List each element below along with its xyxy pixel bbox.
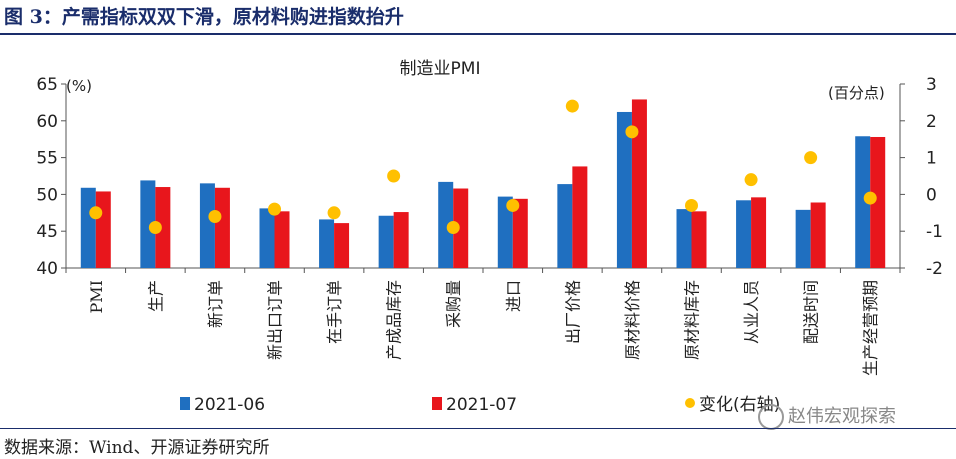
- left-tick-label: 55: [36, 149, 58, 169]
- left-axis-unit: (%): [66, 77, 92, 95]
- x-label-新出口订单: 新出口订单: [266, 280, 285, 360]
- bar-2021-07-出厂价格: [572, 166, 588, 268]
- right-tick-label: 3: [926, 75, 937, 95]
- pmi-chart: 制造业PMI (%) (百分点) 40 45 50 55 60 65 -2 -1 0 1 2 3 PM…: [36, 59, 943, 415]
- bar-2021-07-采购量: [453, 188, 469, 268]
- bar-2021-06-原材料价格: [616, 111, 632, 268]
- x-label-原材料库存: 原材料库存: [683, 280, 702, 360]
- bar-2021-07-PMI: [95, 191, 111, 268]
- bar-2021-07-在手订单: [334, 223, 350, 268]
- x-label-PMI: PMI: [87, 280, 106, 313]
- right-tick-label: -2: [926, 259, 943, 279]
- right-axis-unit: (百分点): [828, 84, 885, 102]
- x-label-出厂价格: 出厂价格: [563, 280, 582, 344]
- change-dot-生产: [148, 221, 162, 235]
- change-dot-出厂价格: [565, 99, 579, 113]
- change-dot-新订单: [208, 209, 222, 223]
- left-tick-label: 65: [36, 75, 58, 95]
- bar-2021-07-从业人员: [751, 197, 767, 268]
- bar-2021-06-在手订单: [319, 219, 335, 268]
- change-dot-在手订单: [327, 206, 341, 220]
- title-divider: [0, 33, 956, 35]
- figure-title: 图 3：产需指标双双下滑，原材料购进指数抬升: [4, 6, 404, 28]
- change-dot-产成品库存: [387, 169, 401, 183]
- change-dot-PMI: [89, 206, 103, 220]
- watermark: 赵伟宏观探索: [758, 402, 896, 430]
- x-label-原材料价格: 原材料价格: [623, 280, 642, 360]
- x-label-从业人员: 从业人员: [742, 280, 761, 344]
- bar-2021-06-生产经营预期: [855, 136, 871, 268]
- left-tick-label: 45: [36, 222, 58, 242]
- change-dot-新出口订单: [268, 202, 281, 216]
- right-tick-label: 2: [926, 112, 937, 132]
- bar-2021-06-PMI: [80, 187, 96, 268]
- change-dot-原材料库存: [685, 198, 698, 212]
- bar-2021-07-配送时间: [810, 202, 826, 268]
- change-dot-进口: [506, 198, 520, 212]
- legend-swatch-2021-07: [432, 397, 442, 410]
- bar-2021-06-出厂价格: [557, 184, 573, 268]
- x-label-生产: 生产: [146, 280, 165, 312]
- bar-2021-06-进口: [497, 196, 513, 268]
- left-tick-label: 50: [36, 185, 58, 205]
- bar-2021-06-新订单: [199, 183, 215, 268]
- x-label-配送时间: 配送时间: [802, 280, 821, 344]
- bar-2021-07-新出口订单: [274, 211, 290, 268]
- x-label-新订单: 新订单: [206, 280, 225, 328]
- bar-2021-06-生产: [140, 180, 156, 268]
- bar-2021-07-产成品库存: [393, 212, 409, 268]
- change-dot-配送时间: [804, 151, 818, 165]
- change-dot-生产经营预期: [863, 191, 877, 205]
- left-tick-label: 60: [36, 112, 58, 132]
- x-label-产成品库存: 产成品库存: [385, 280, 404, 360]
- bar-2021-06-原材料库存: [676, 209, 692, 268]
- left-tick-label: 40: [36, 259, 58, 279]
- bar-2021-07-生产: [155, 187, 171, 268]
- watermark-text: 赵伟宏观探索: [788, 406, 896, 427]
- source-note: 数据来源：Wind、开源证券研究所: [4, 438, 270, 458]
- bar-2021-07-进口: [512, 198, 528, 268]
- bar-2021-06-产成品库存: [378, 215, 394, 268]
- x-label-生产经营预期: 生产经营预期: [861, 280, 880, 376]
- legend-label-2021-07: 2021-07: [446, 395, 517, 415]
- x-label-在手订单: 在手订单: [325, 280, 344, 344]
- bar-2021-07-新订单: [214, 187, 230, 268]
- legend-label-2021-06: 2021-06: [194, 395, 265, 415]
- right-tick-label: -1: [926, 222, 943, 242]
- change-dot-从业人员: [744, 173, 758, 187]
- bar-2021-07-原材料库存: [691, 211, 707, 268]
- wechat-logo-icon: [758, 404, 784, 430]
- legend-swatch-2021-06: [180, 397, 190, 410]
- right-tick-label: 1: [926, 149, 937, 169]
- bar-2021-06-从业人员: [736, 200, 752, 268]
- bar-2021-06-配送时间: [795, 209, 811, 268]
- x-label-采购量: 采购量: [444, 280, 463, 328]
- bar-2021-06-新出口订单: [259, 208, 275, 268]
- change-dot-原材料价格: [625, 125, 639, 139]
- chart-title: 制造业PMI: [400, 59, 481, 79]
- bar-2021-06-采购量: [438, 181, 454, 268]
- legend-swatch-变化(右轴): [685, 398, 695, 408]
- right-tick-label: 0: [926, 185, 937, 205]
- source-divider: [0, 428, 956, 429]
- change-dot-采购量: [446, 221, 460, 235]
- bar-2021-07-生产经营预期: [870, 136, 886, 268]
- bar-2021-07-原材料价格: [631, 99, 647, 269]
- x-label-进口: 进口: [504, 280, 523, 312]
